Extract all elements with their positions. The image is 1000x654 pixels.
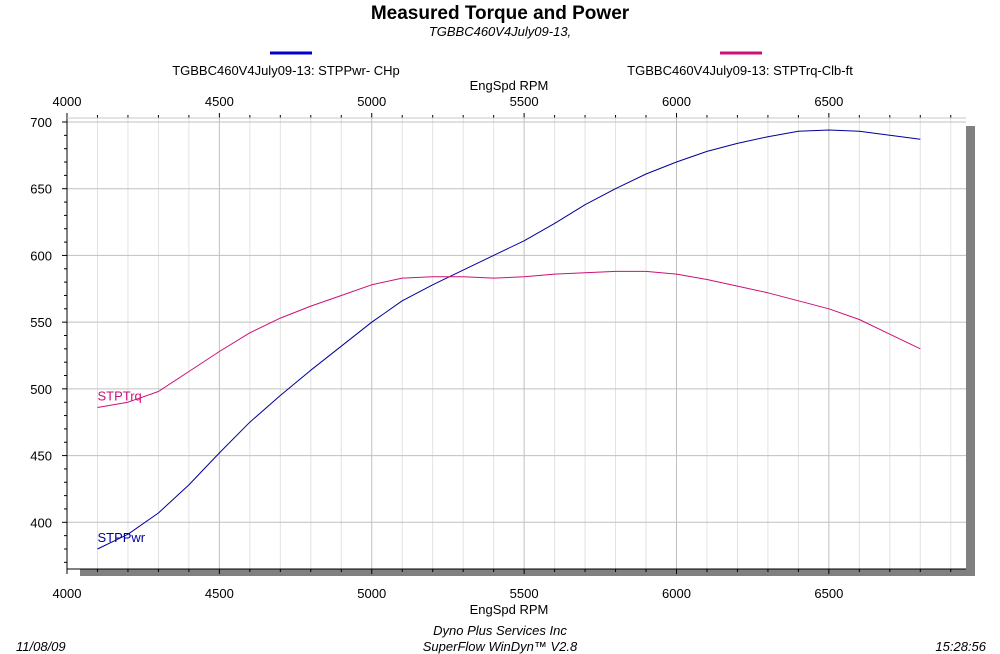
plot-shadow-bottom <box>80 569 975 576</box>
chart-subtitle: TGBBC460V4July09-13, <box>429 24 571 39</box>
y-tick-label: 600 <box>30 248 52 263</box>
x-tick-label: 5000 <box>357 586 386 601</box>
y-tick-label: 500 <box>30 382 52 397</box>
x-tick-label: 4000 <box>53 586 82 601</box>
series-line-stptrq <box>97 270 921 408</box>
x-tick-label: 5500 <box>510 586 539 601</box>
legend-label-power: TGBBC460V4July09-13: STPPwr- CHp <box>172 63 400 78</box>
x-axis-label-bottom: EngSpd RPM <box>470 602 549 617</box>
grid <box>62 113 966 574</box>
y-tick-label: 450 <box>30 449 52 464</box>
y-tick-label: 650 <box>30 182 52 197</box>
plot-area <box>67 118 966 569</box>
x-tick-label-top: 5500 <box>510 94 539 109</box>
footer-date: 11/08/09 <box>16 639 66 654</box>
x-tick-label: 6500 <box>814 586 843 601</box>
x-tick-label-top: 6500 <box>814 94 843 109</box>
y-tick-label: 400 <box>30 515 52 530</box>
tick-labels: 4000 4000 4500 4500 5000 5000 5500 5500 6000 6000… <box>30 94 843 601</box>
x-axis-label-top: EngSpd RPM <box>470 78 549 93</box>
x-tick-label: 4500 <box>205 586 234 601</box>
series-line-stppwr <box>97 129 921 550</box>
x-tick-label-top: 5000 <box>357 94 386 109</box>
x-tick-label-top: 4500 <box>205 94 234 109</box>
x-tick-label-top: 4000 <box>53 94 82 109</box>
series-label-stppwr: STPPwr <box>97 530 145 545</box>
footer-software: SuperFlow WinDyn™ V2.8 <box>423 639 578 654</box>
y-tick-label: 700 <box>30 115 52 130</box>
series-lines: STPPwr STPTrq <box>97 129 921 550</box>
chart-title: Measured Torque and Power <box>371 3 630 24</box>
plot-shadow-right <box>966 126 975 576</box>
x-tick-label-top: 6000 <box>662 94 691 109</box>
footer-company: Dyno Plus Services Inc <box>433 623 567 638</box>
x-tick-label: 6000 <box>662 586 691 601</box>
series-label-stptrq: STPTrq <box>97 389 141 404</box>
y-tick-label: 550 <box>30 315 52 330</box>
legend-label-torque: TGBBC460V4July09-13: STPTrq-Clb-ft <box>627 63 853 78</box>
footer-time: 15:28:56 <box>935 639 986 654</box>
